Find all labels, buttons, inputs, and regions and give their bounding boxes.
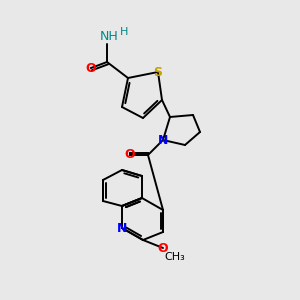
Text: NH: NH [100,31,118,44]
Text: N: N [158,134,168,146]
Text: O: O [125,148,135,161]
Text: O: O [158,242,168,254]
Text: O: O [86,61,96,74]
Text: H: H [120,27,128,37]
Text: S: S [154,65,163,79]
Text: CH₃: CH₃ [165,252,185,262]
Text: N: N [117,221,127,235]
